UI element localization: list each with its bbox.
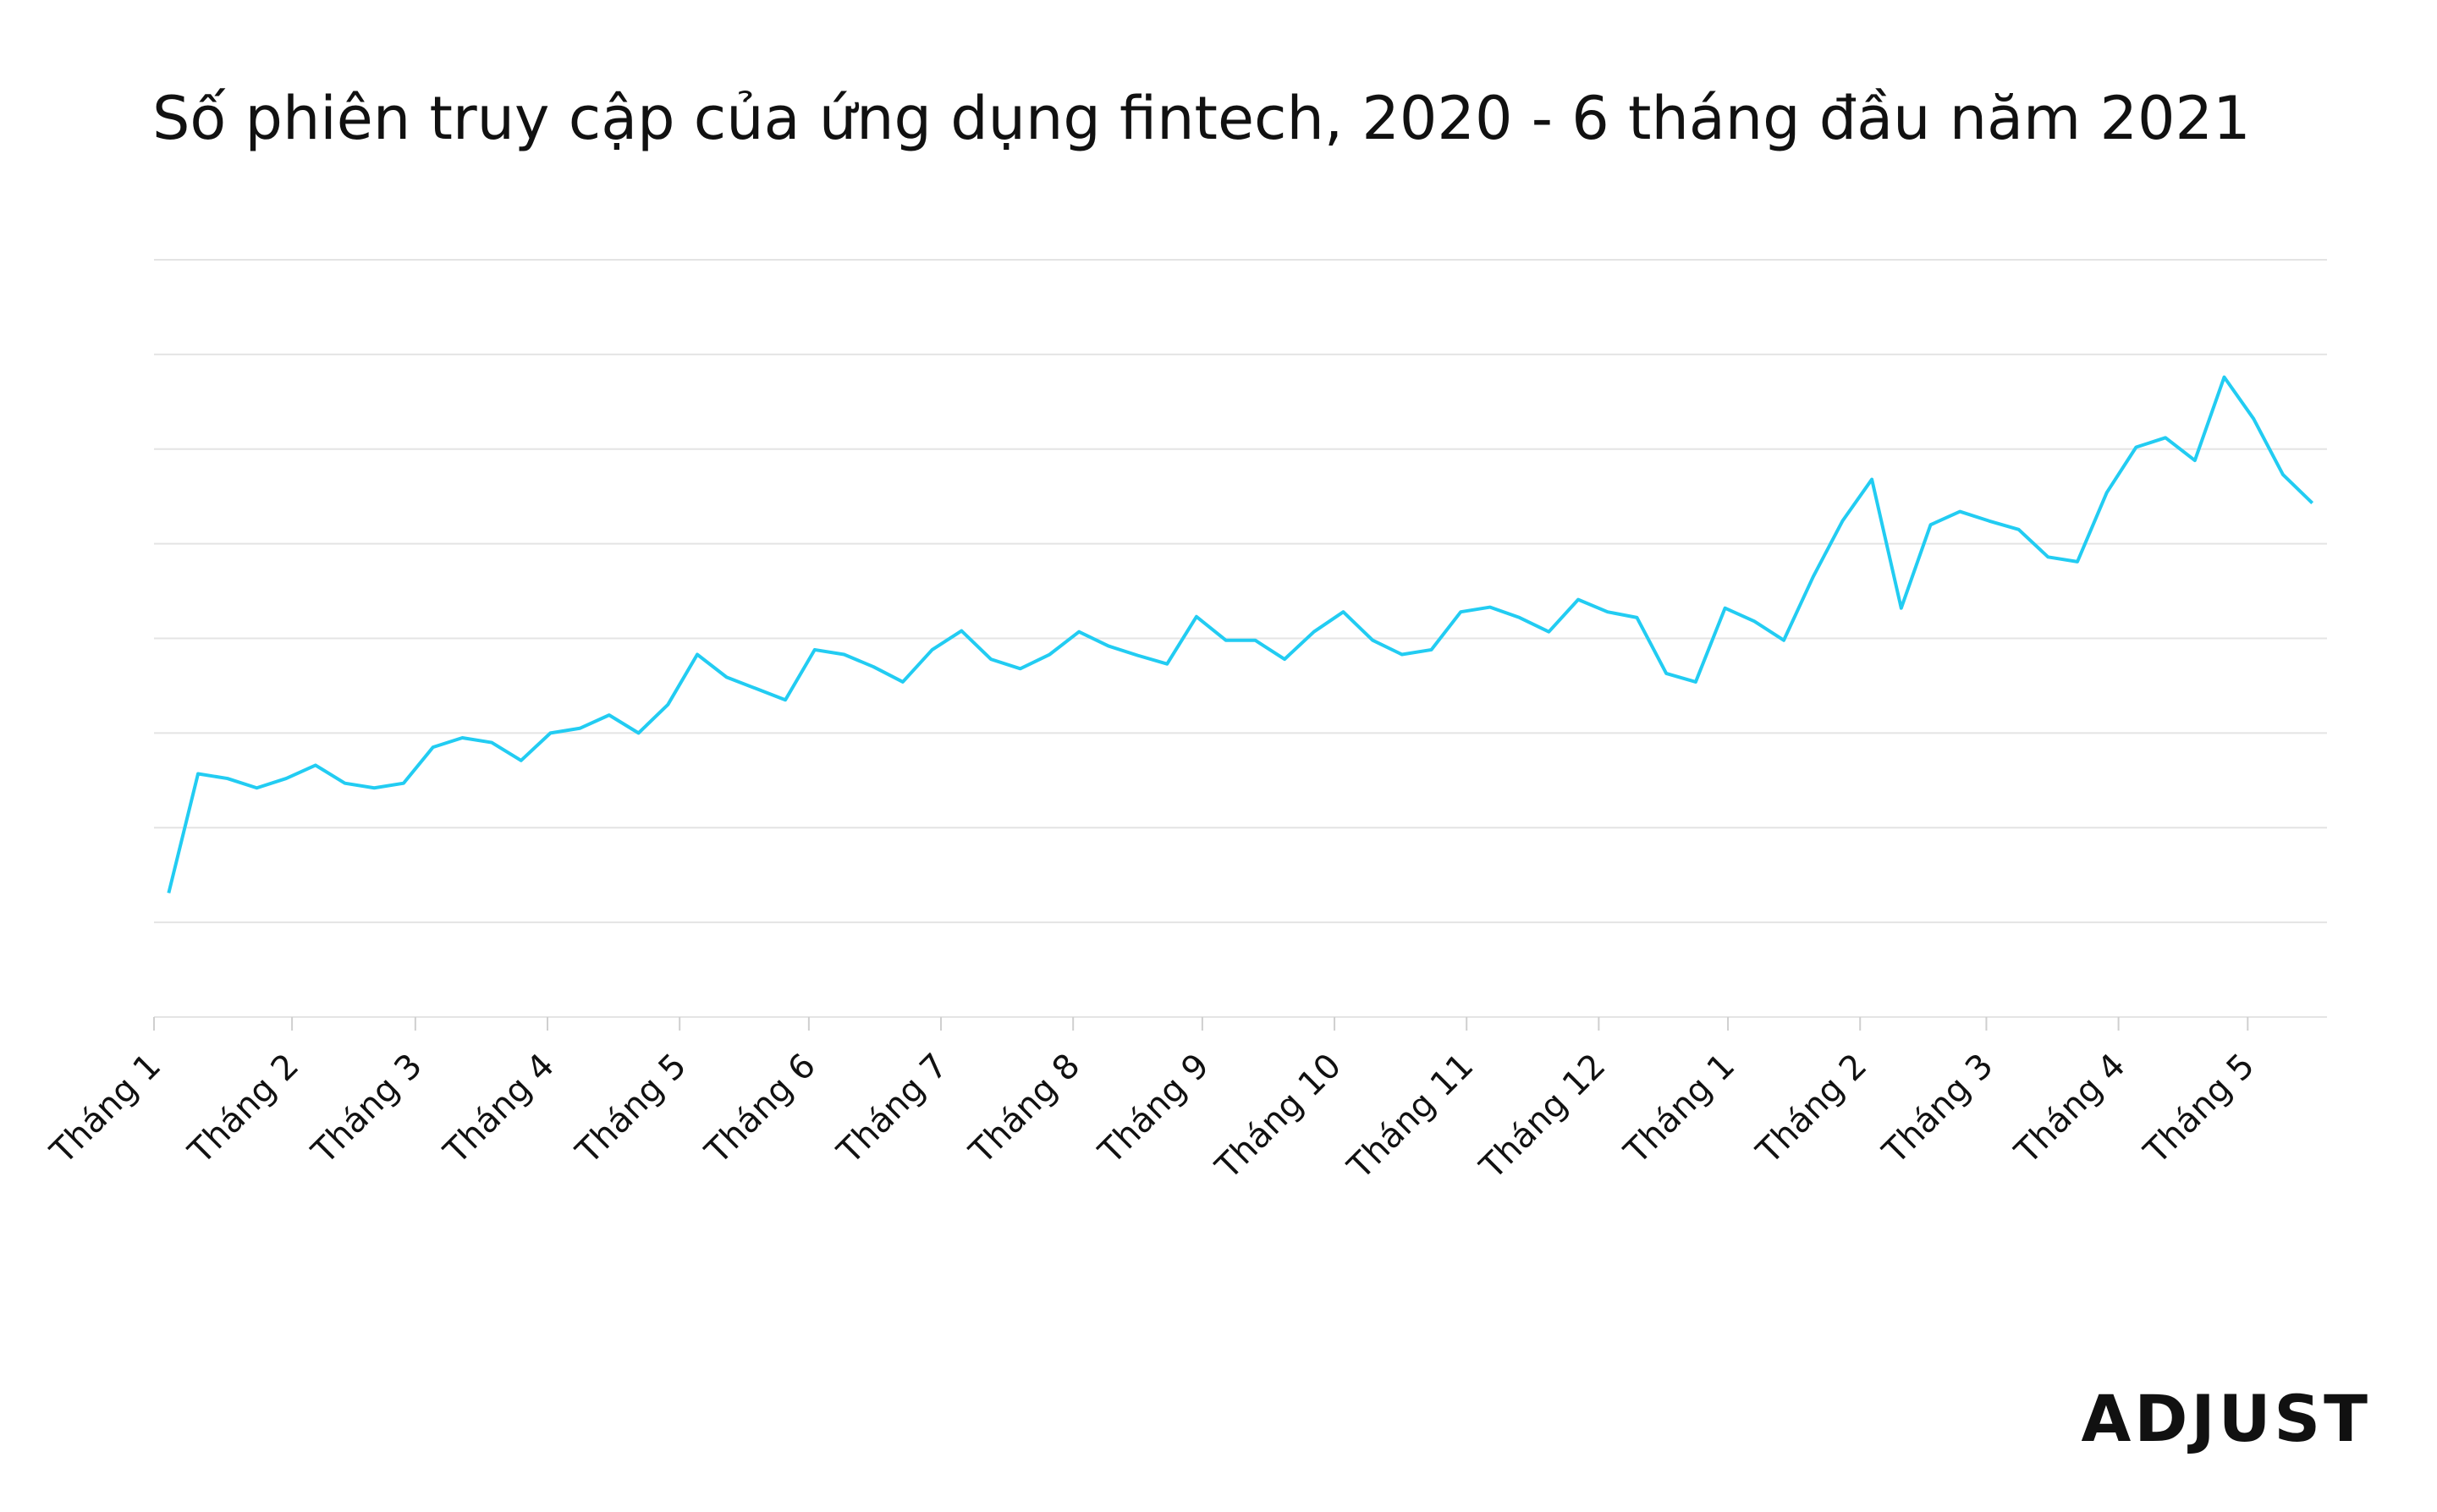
x-tick-label: Tháng 1: [42, 1047, 168, 1173]
x-tick-label: Tháng 2: [181, 1047, 307, 1173]
data-line: [167, 375, 2314, 893]
x-tick-label: Tháng 3: [304, 1047, 430, 1173]
chart-title: Số phiên truy cập của ứng dụng fintech, …: [152, 84, 2251, 153]
x-tick-label: Tháng 4: [2007, 1047, 2133, 1173]
x-tick-label: Tháng 9: [1091, 1047, 1217, 1173]
x-tick-label: Tháng 3: [1875, 1047, 2001, 1173]
x-tick-label: Tháng 2: [1749, 1047, 1875, 1173]
x-tick-label: Tháng 7: [829, 1047, 955, 1173]
x-tick-label: Tháng 12: [1472, 1047, 1614, 1188]
x-tick-label: Tháng 1: [1617, 1047, 1743, 1173]
x-tick-label: Tháng 11: [1340, 1047, 1482, 1188]
x-tick-label: Tháng 4: [436, 1047, 562, 1173]
x-tick-label: Tháng 5: [2137, 1047, 2263, 1173]
logo: ADJUST: [2082, 1381, 2371, 1456]
x-tick-label: Tháng 10: [1207, 1047, 1349, 1188]
x-tick-label: Tháng 8: [962, 1047, 1088, 1173]
x-tick-label: Tháng 6: [697, 1047, 823, 1173]
x-tick-label: Tháng 5: [569, 1047, 695, 1173]
